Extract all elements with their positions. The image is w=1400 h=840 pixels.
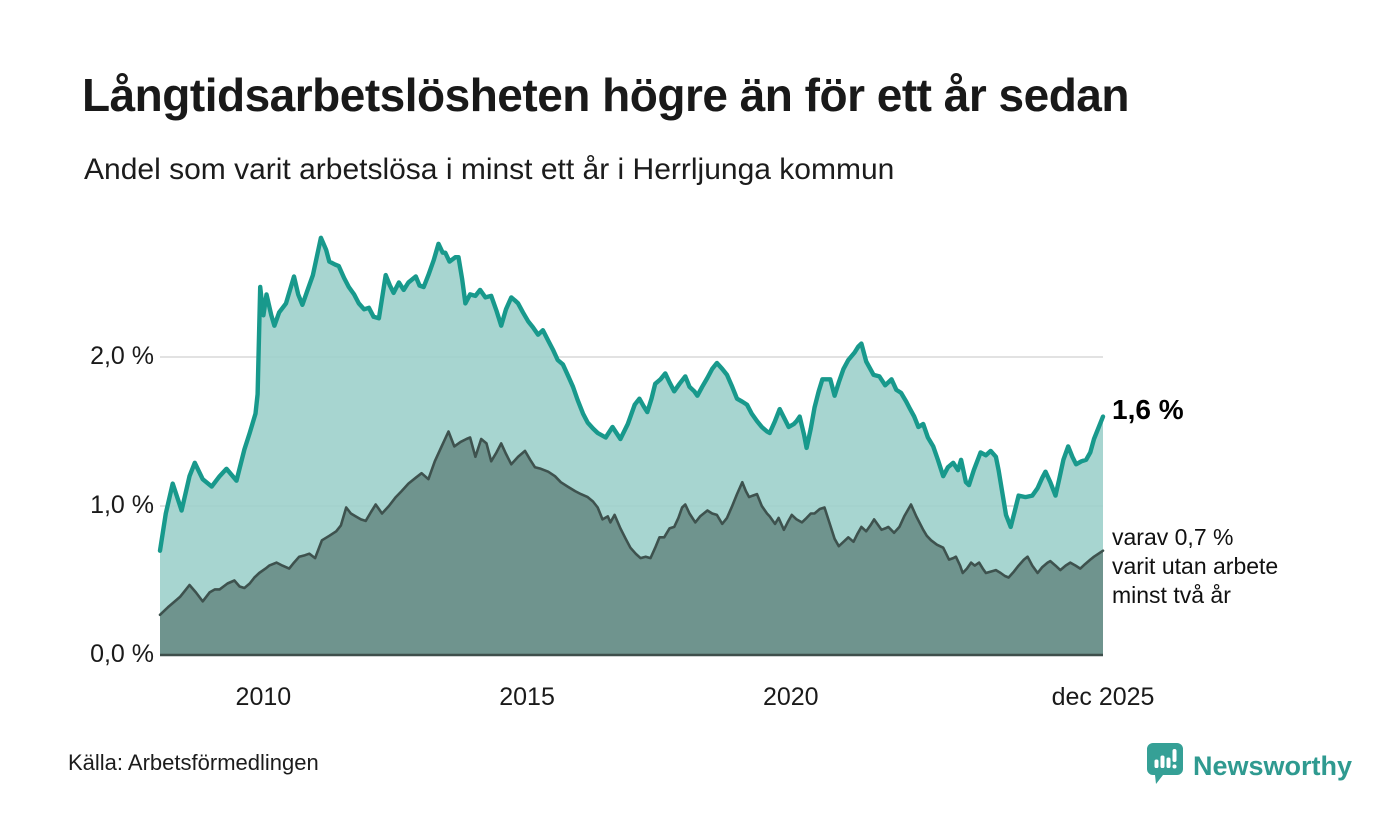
newsworthy-logo: Newsworthy [1146, 742, 1352, 790]
series-area-1 [160, 431, 1103, 655]
x-axis-tick-label: 2010 [235, 683, 292, 711]
secondary-annotation-line: varav 0,7 % [1112, 524, 1234, 550]
series-line-1 [158, 430, 1105, 617]
newsworthy-logo-icon [1146, 742, 1184, 790]
secondary-annotation-line: varit utan arbete [1112, 553, 1279, 579]
x-axis-tick-label: 2020 [762, 683, 819, 711]
page-title: Långtidsarbetslösheten högre än för ett … [82, 69, 1129, 121]
x-axis-tick-label: 2015 [499, 683, 555, 711]
y-axis-tick-label: 0,0 % [90, 640, 154, 668]
newsworthy-wordmark: Newsworthy [1193, 750, 1353, 781]
chart-subtitle: Andel som varit arbetslösa i minst ett å… [84, 153, 895, 186]
y-axis-tick-label: 1,0 % [90, 491, 154, 519]
secondary-series-annotation: varav 0,7 % varit utan arbete minst två … [1112, 523, 1278, 610]
x-axis-tick-label: dec 2025 [1051, 683, 1155, 711]
source-credit: Källa: Arbetsförmedlingen [68, 750, 319, 775]
series-end-value-label: 1,6 % [1112, 394, 1184, 425]
series-line-0 [157, 235, 1106, 553]
y-axis-tick-label: 2,0 % [90, 342, 154, 370]
secondary-annotation-line: minst två år [1112, 582, 1231, 608]
